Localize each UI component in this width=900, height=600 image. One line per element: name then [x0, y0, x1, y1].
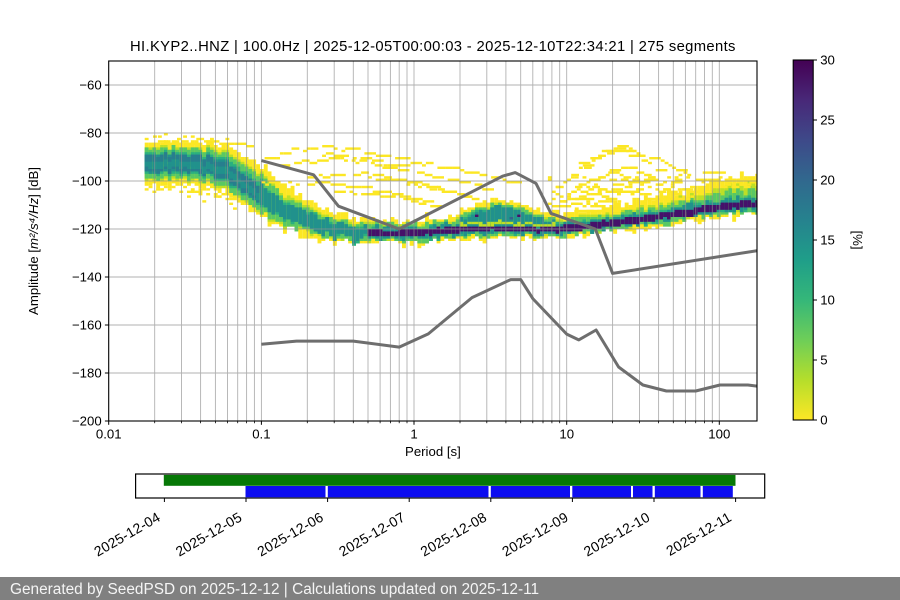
- svg-text:−60: −60: [79, 78, 101, 93]
- svg-text:0.1: 0.1: [252, 427, 270, 442]
- svg-text:1: 1: [410, 427, 417, 442]
- svg-text:10: 10: [820, 293, 835, 308]
- svg-text:−160: −160: [72, 318, 102, 333]
- svg-text:25: 25: [820, 113, 835, 128]
- svg-text:20: 20: [820, 173, 835, 188]
- svg-text:0: 0: [820, 413, 827, 428]
- svg-text:30: 30: [820, 53, 835, 68]
- svg-text:Amplitude [m²/s⁴/Hz] [dB]: Amplitude [m²/s⁴/Hz] [dB]: [26, 167, 41, 315]
- svg-text:5: 5: [820, 353, 827, 368]
- svg-text:Period [s]: Period [s]: [405, 444, 461, 459]
- svg-text:15: 15: [820, 233, 835, 248]
- svg-text:−200: −200: [72, 414, 102, 429]
- svg-text:10: 10: [559, 427, 574, 442]
- svg-text:−120: −120: [72, 222, 102, 237]
- svg-text:HI.KYP2..HNZ | 100.0Hz | 2025-: HI.KYP2..HNZ | 100.0Hz | 2025-12-05T00:0…: [130, 39, 736, 55]
- svg-text:[%]: [%]: [850, 230, 865, 249]
- svg-text:−80: −80: [79, 126, 101, 141]
- svg-text:100: 100: [708, 427, 730, 442]
- svg-text:−180: −180: [72, 366, 102, 381]
- svg-text:0.01: 0.01: [96, 427, 122, 442]
- svg-text:−100: −100: [72, 174, 102, 189]
- svg-text:−140: −140: [72, 270, 102, 285]
- svg-text:Generated by SeedPSD on 2025-1: Generated by SeedPSD on 2025-12-12 | Cal…: [10, 581, 539, 598]
